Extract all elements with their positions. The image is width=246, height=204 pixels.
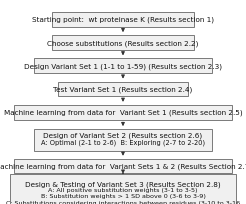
FancyBboxPatch shape <box>58 82 188 97</box>
FancyBboxPatch shape <box>14 105 232 120</box>
Text: Design Variant Set 1 (1-1 to 1-59) (Results section 2.3): Design Variant Set 1 (1-1 to 1-59) (Resu… <box>24 63 222 70</box>
FancyBboxPatch shape <box>34 129 212 151</box>
FancyBboxPatch shape <box>14 159 232 174</box>
Text: Test Variant Set 1 (Results section 2.4): Test Variant Set 1 (Results section 2.4) <box>53 86 193 93</box>
FancyBboxPatch shape <box>52 13 194 28</box>
Text: Choose substitutions (Results section 2.2): Choose substitutions (Results section 2.… <box>47 40 199 47</box>
FancyBboxPatch shape <box>52 36 194 51</box>
Text: Machine learning from data for  Variant Sets 1 & 2 (Results Section 2.7): Machine learning from data for Variant S… <box>0 163 246 170</box>
Text: Design & Testing of Variant Set 3 (Results Section 2.8): Design & Testing of Variant Set 3 (Resul… <box>25 181 221 187</box>
Text: Starting point:  wt proteinase K (Results section 1): Starting point: wt proteinase K (Results… <box>32 17 214 23</box>
Text: A: Optimal (2-1 to 2-6)  B: Exploring (2-7 to 2-20): A: Optimal (2-1 to 2-6) B: Exploring (2-… <box>41 139 205 146</box>
FancyBboxPatch shape <box>34 59 212 74</box>
FancyBboxPatch shape <box>10 174 236 204</box>
Text: Design of Variant Set 2 (Results section 2.6): Design of Variant Set 2 (Results section… <box>44 132 202 139</box>
Text: Machine learning from data for  Variant Set 1 (Results section 2.5): Machine learning from data for Variant S… <box>4 109 242 116</box>
Text: A: All positive substitution weights (3-1 to 3-5)
B: Substitution weights > 1 SD: A: All positive substitution weights (3-… <box>6 187 240 204</box>
